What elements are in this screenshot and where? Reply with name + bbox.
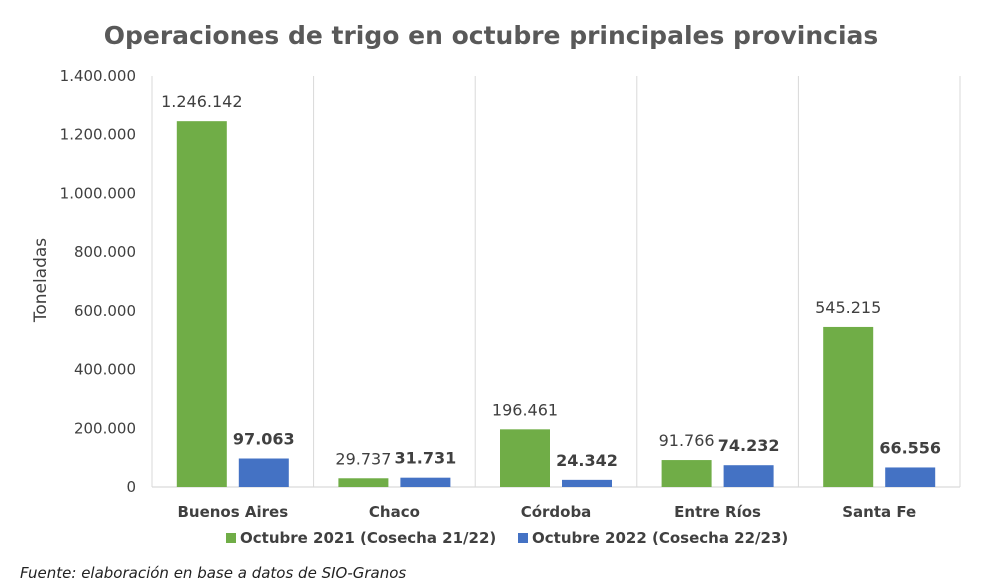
chart-title: Operaciones de trigo en octubre principa… <box>104 21 879 50</box>
y-tick-label: 600.000 <box>74 302 136 320</box>
legend: Octubre 2021 (Cosecha 21/22) Octubre 2022… <box>226 529 788 547</box>
x-category-label: Entre Ríos <box>674 503 761 521</box>
y-tick-label: 1.000.000 <box>60 184 136 202</box>
bar-2-buenos-aires <box>238 458 289 487</box>
data-label: 31.731 <box>395 449 457 468</box>
legend-swatch <box>518 533 528 543</box>
data-label: 1.246.142 <box>161 92 242 111</box>
x-category-label: Santa Fe <box>842 503 916 521</box>
y-tick-label: 1.400.000 <box>60 67 136 85</box>
bar-1-córdoba <box>500 429 550 487</box>
x-axis-categories: Buenos Aires Chaco Córdoba Entre Ríos Santa … <box>177 503 916 521</box>
data-label: 545.215 <box>815 298 881 317</box>
bar-2-entre-ríos <box>723 465 774 487</box>
data-labels: 1.246.142 29.737 196.461 91.766 545.215 97.06… <box>161 92 941 470</box>
legend-label: Octubre 2022 (Cosecha 22/23) <box>532 529 788 547</box>
y-tick-label: 1.200.000 <box>60 126 136 144</box>
bar-1-entre-ríos <box>661 460 712 487</box>
bar-2-córdoba <box>562 479 612 487</box>
y-axis-label: Toneladas <box>31 238 51 323</box>
y-tick-label: 400.000 <box>74 361 136 379</box>
x-category-label: Buenos Aires <box>177 503 288 521</box>
bar-1-chaco <box>338 478 389 487</box>
bar-1-santa-fe <box>823 326 874 487</box>
bar-1-buenos-aires <box>176 121 227 488</box>
data-label: 29.737 <box>335 449 391 468</box>
data-label: 97.063 <box>233 430 295 449</box>
legend-label: Octubre 2021 (Cosecha 21/22) <box>240 529 496 547</box>
x-category-label: Córdoba <box>521 503 592 521</box>
data-label: 196.461 <box>492 400 558 419</box>
bar-2-santa-fe <box>885 467 936 487</box>
bars <box>176 121 936 488</box>
bar-2-chaco <box>400 477 451 487</box>
y-axis-ticks: 0 200.000 400.000 600.000 800.000 1.000.000 1.… <box>60 67 136 496</box>
legend-swatch <box>226 533 236 543</box>
source-note: Fuente: elaboración en base a datos de S… <box>20 564 406 582</box>
data-label: 66.556 <box>879 438 941 457</box>
x-category-label: Chaco <box>369 503 420 521</box>
y-tick-label: 0 <box>126 478 136 496</box>
data-label: 91.766 <box>659 431 715 450</box>
y-tick-label: 800.000 <box>74 243 136 261</box>
y-tick-label: 200.000 <box>74 419 136 437</box>
data-label: 24.342 <box>556 451 618 470</box>
data-label: 74.232 <box>718 436 780 455</box>
